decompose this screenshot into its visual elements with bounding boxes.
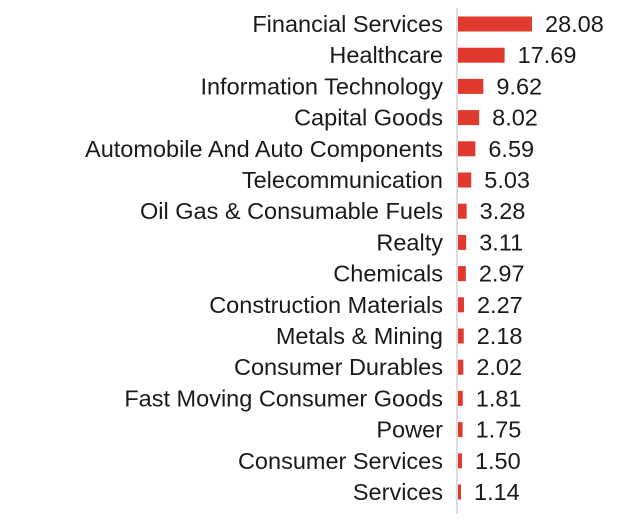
category-label: Consumer Durables: [234, 354, 443, 380]
bar-row: Power 1.75: [376, 417, 521, 443]
value-label: 9.62: [496, 73, 542, 99]
bar: [458, 234, 467, 250]
bar: [458, 453, 462, 469]
value-label: 28.08: [545, 11, 604, 37]
category-label: Telecommunication: [242, 167, 443, 193]
bar: [458, 16, 532, 32]
category-label: Information Technology: [200, 73, 443, 99]
bar: [458, 422, 463, 438]
value-label: 3.28: [480, 198, 526, 224]
bar-row: Financial Services 28.08: [252, 11, 604, 37]
bar: [458, 266, 466, 282]
bar: [458, 172, 472, 188]
bar: [458, 328, 464, 344]
category-label: Automobile And Auto Components: [85, 136, 443, 162]
bar-row: Consumer Durables 2.02: [234, 354, 522, 380]
category-label: Healthcare: [329, 42, 443, 68]
bar: [458, 110, 480, 126]
bar-row: Construction Materials 2.27: [209, 292, 523, 318]
bar-row: Services 1.14: [353, 479, 520, 505]
bar: [458, 297, 464, 313]
category-label: Realty: [376, 229, 443, 255]
category-label: Metals & Mining: [276, 323, 443, 349]
value-label: 17.69: [518, 42, 577, 68]
bar: [458, 203, 467, 219]
value-label: 2.18: [477, 323, 523, 349]
bar-row: Consumer Services 1.50: [238, 448, 521, 474]
bar: [458, 78, 484, 94]
bar: [458, 390, 463, 406]
bar-row: Oil Gas & Consumable Fuels 3.28: [140, 198, 525, 224]
bar-row: Fast Moving Consumer Goods 1.81: [124, 385, 521, 411]
bar-row: Capital Goods 8.02: [294, 105, 538, 131]
value-label: 3.11: [479, 229, 523, 255]
value-label: 6.59: [488, 136, 534, 162]
bar-rows: Financial Services 28.08 Healthcare 17.69 In…: [85, 11, 604, 505]
value-label: 2.97: [479, 261, 525, 287]
value-label: 1.14: [474, 479, 520, 505]
bar-row: Healthcare 17.69: [329, 42, 576, 68]
bar-row: Realty 3.11: [376, 229, 523, 255]
value-label: 1.75: [476, 417, 522, 443]
category-label: Power: [376, 417, 443, 443]
bar: [458, 47, 505, 63]
value-label: 1.50: [475, 448, 521, 474]
category-label: Financial Services: [252, 11, 443, 37]
value-label: 5.03: [484, 167, 530, 193]
bar-row: Metals & Mining 2.18: [276, 323, 523, 349]
category-label: Chemicals: [333, 261, 443, 287]
bar: [458, 359, 464, 375]
bar-row: Chemicals 2.97: [333, 261, 524, 287]
bar-row: Information Technology 9.62: [200, 73, 542, 99]
bar: [458, 484, 462, 500]
category-label: Oil Gas & Consumable Fuels: [140, 198, 443, 224]
category-label: Fast Moving Consumer Goods: [124, 385, 443, 411]
value-label: 2.02: [476, 354, 522, 380]
category-label: Construction Materials: [209, 292, 443, 318]
bar-row: Telecommunication 5.03: [242, 167, 530, 193]
category-label: Capital Goods: [294, 105, 443, 131]
value-label: 1.81: [476, 385, 522, 411]
category-label: Services: [353, 479, 443, 505]
category-label: Consumer Services: [238, 448, 443, 474]
value-label: 2.27: [477, 292, 523, 318]
bar-row: Automobile And Auto Components 6.59: [85, 136, 534, 162]
value-label: 8.02: [492, 105, 538, 131]
bar: [458, 141, 476, 157]
